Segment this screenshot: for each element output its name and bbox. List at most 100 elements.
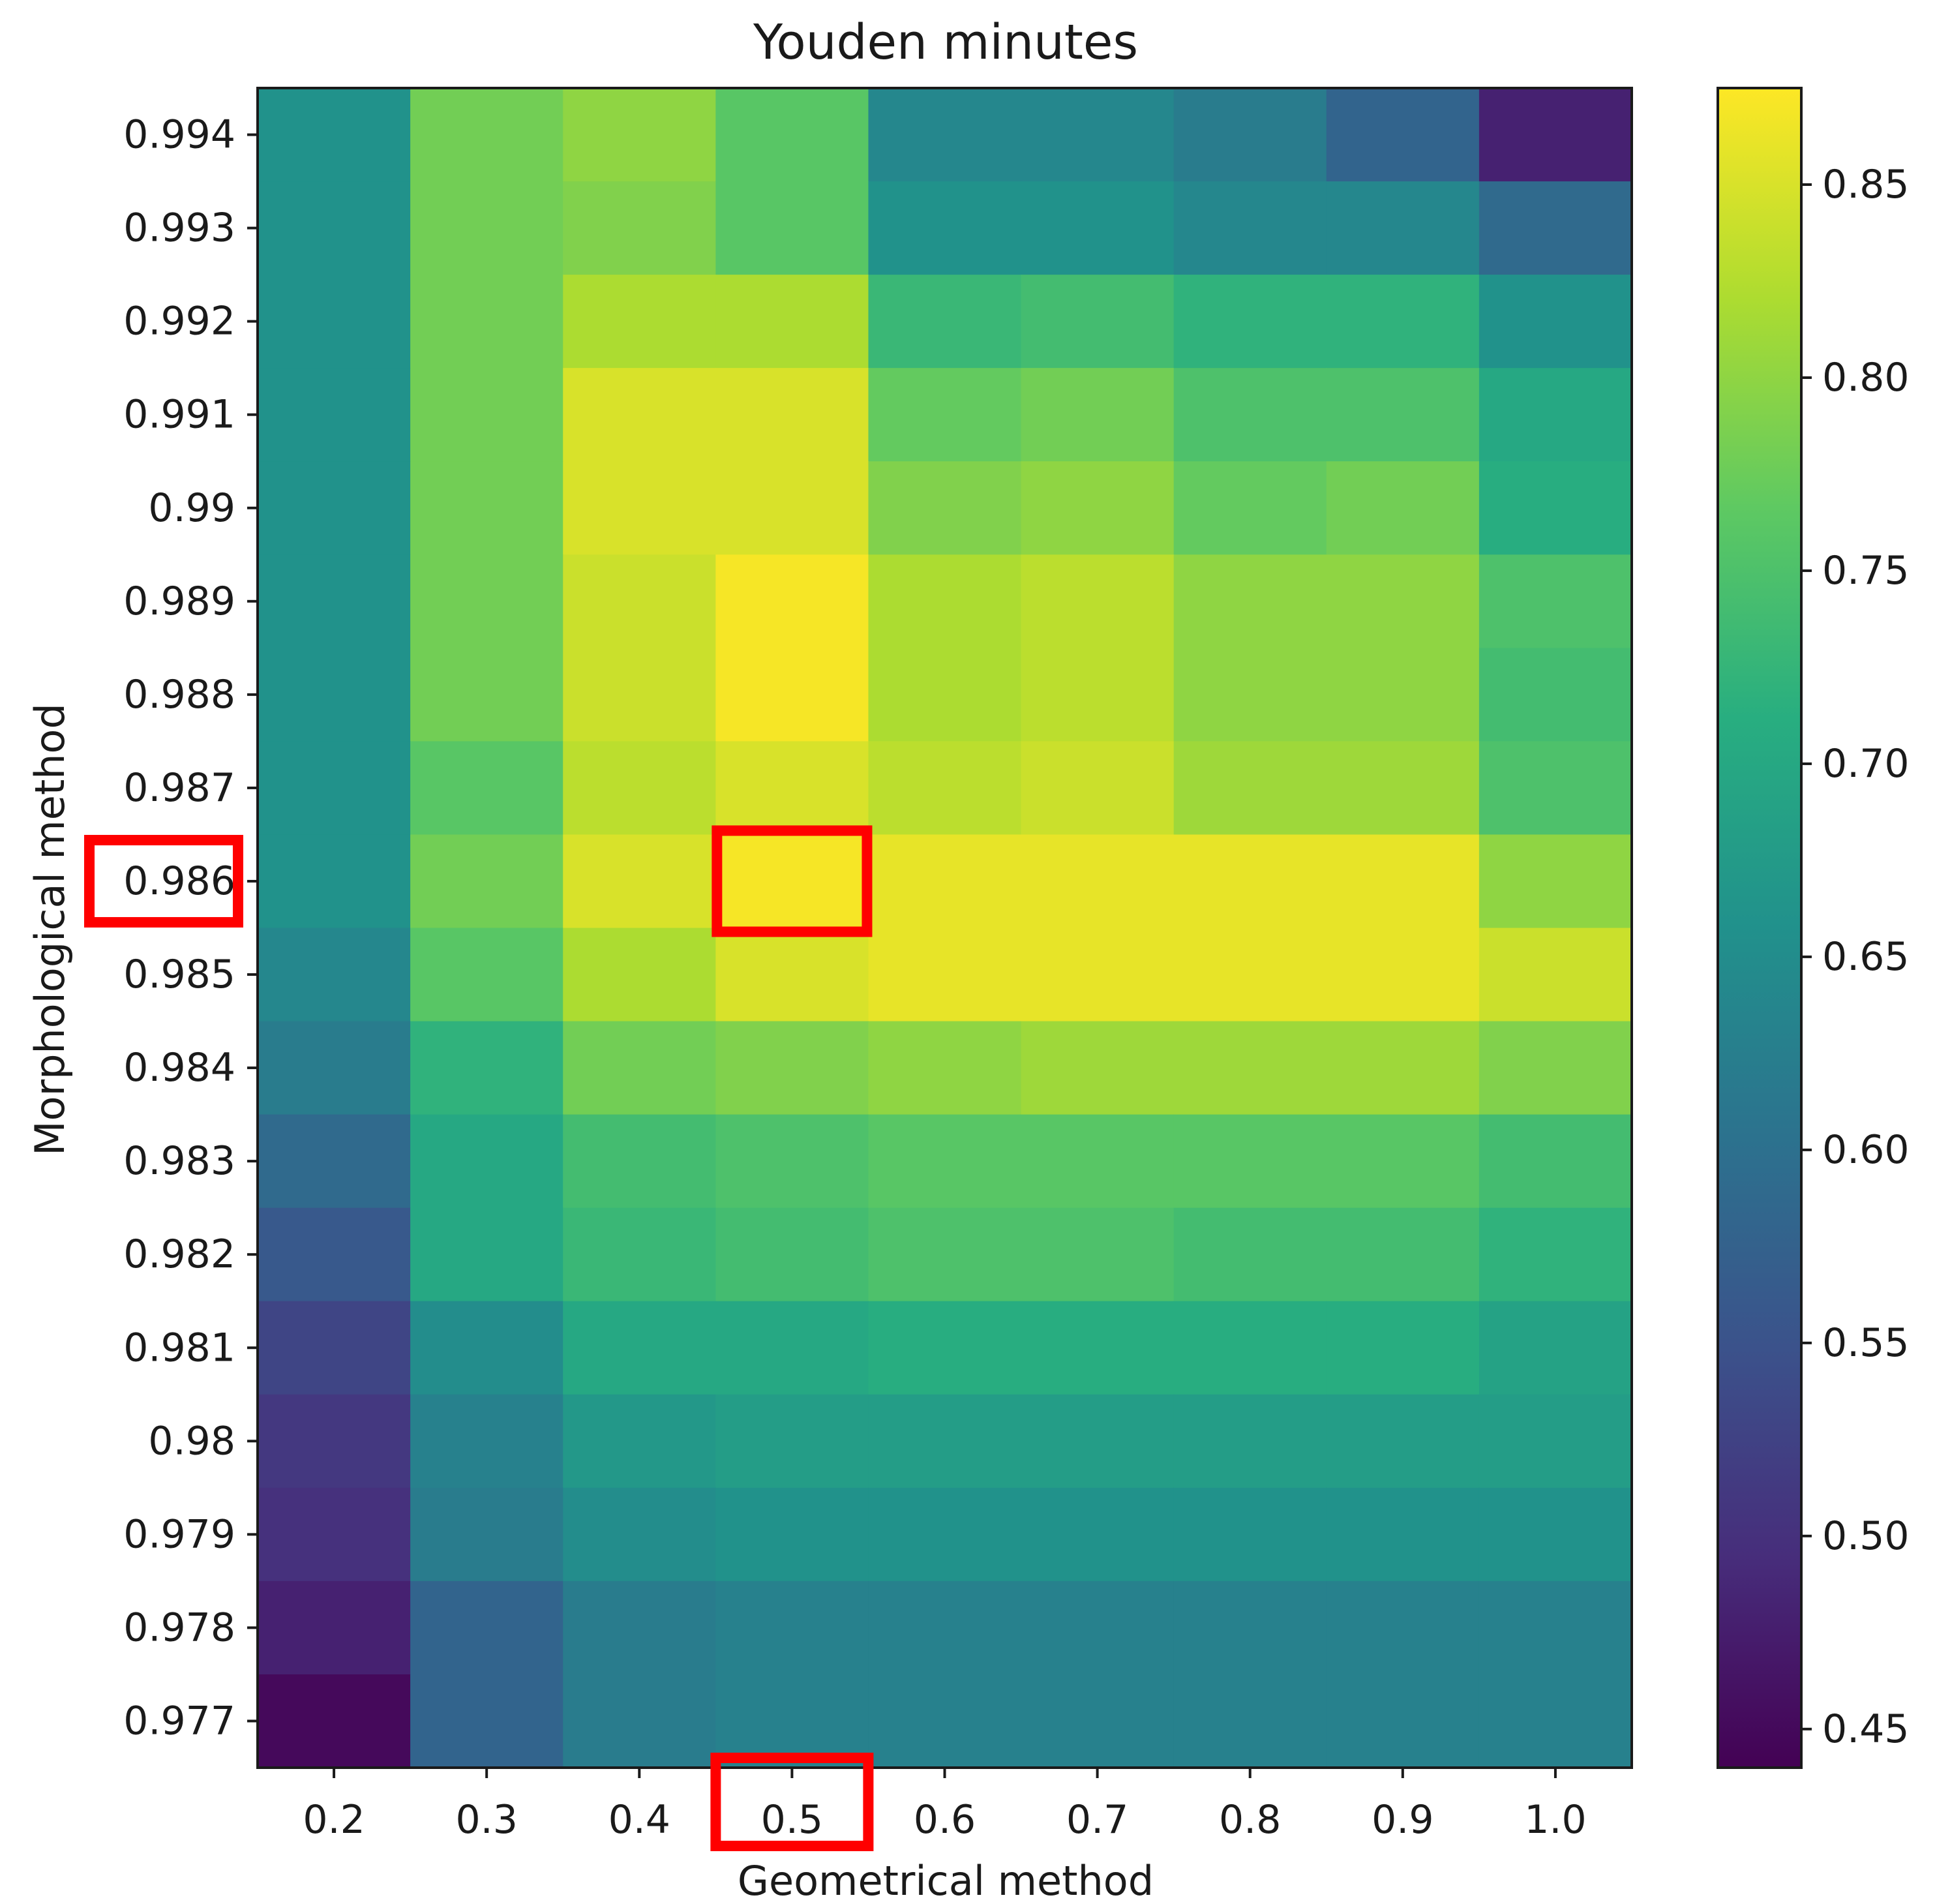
heatmap-cell [1173,554,1327,648]
heatmap-cell [715,88,869,182]
heatmap-cell [715,928,869,1022]
x-tick-label: 0.9 [1372,1797,1433,1843]
y-tick-label: 0.979 [123,1511,235,1557]
heatmap-cell [410,1580,563,1675]
heatmap-cell [715,648,869,742]
heatmap-cell [410,275,563,369]
heatmap-cell [1478,275,1632,369]
heatmap-cell [715,1580,869,1675]
heatmap-cell [868,1394,1022,1488]
heatmap-cell [410,88,563,182]
heatmap-cell [715,1487,869,1582]
x-axis-label: Geometrical method [738,1857,1154,1904]
heatmap-cell [563,554,716,648]
heatmap-cell [1173,648,1327,742]
heatmap-cell [868,928,1022,1022]
heatmap-cell [258,461,411,555]
heatmap-cell [1021,181,1175,275]
x-tick-label: 0.6 [914,1797,976,1843]
heatmap-cell [1326,1487,1480,1582]
heatmap-cell [1021,1021,1175,1115]
heatmap-cell [563,1674,716,1768]
heatmap-cell [1478,461,1632,555]
heatmap-cell [1173,741,1327,836]
heatmap-cell [1478,1114,1632,1209]
heatmap-cell [868,275,1022,369]
y-tick-label: 0.987 [123,765,235,811]
heatmap-cell [1021,741,1175,836]
y-tick-label: 0.985 [123,952,235,997]
heatmap-cell [868,461,1022,555]
heatmap-cell [1478,368,1632,462]
heatmap-cell [715,275,869,369]
heatmap-cell [258,1394,411,1488]
highlight-cell-box [712,825,873,937]
heatmap-cell [715,1394,869,1488]
heatmap-cell [1173,1207,1327,1302]
heatmap-cell [563,648,716,742]
x-tick-label: 1.0 [1524,1797,1586,1843]
heatmap-cell [563,275,716,369]
heatmap-cell [1478,88,1632,182]
highlight-y-tick-box [84,834,243,928]
heatmap-cell [1021,1114,1175,1209]
heatmap-cell [1326,181,1480,275]
x-tick-label: 0.2 [303,1797,365,1843]
heatmap-cell [1021,368,1175,462]
heatmap-cell [868,1487,1022,1582]
y-tick-label: 0.98 [148,1418,235,1464]
heatmap-cell [715,1207,869,1302]
heatmap-cell [1021,1580,1175,1675]
heatmap-cell [1021,275,1175,369]
heatmap-cell [410,1674,563,1768]
y-tick-label: 0.977 [123,1698,235,1744]
heatmap-cell [410,1114,563,1209]
heatmap-cell [715,368,869,462]
heatmap-cell [1478,1580,1632,1675]
heatmap-cell [258,648,411,742]
heatmap-cell [410,181,563,275]
heatmap-cell [1173,834,1327,929]
heatmap-cell [868,181,1022,275]
heatmap-cell [1326,88,1480,182]
y-axis-ticks: 0.994 0.993 0.992 0.991 0.99 0.989 0.988 0.987 0… [123,112,258,1744]
heatmap-cell [563,88,716,182]
highlight-x-tick-box [710,1753,874,1851]
heatmap-cell [1478,648,1632,742]
heatmap-cell [1326,461,1480,555]
y-tick-label: 0.978 [123,1605,235,1650]
colorbar-tick-label: 0.80 [1822,355,1910,400]
heatmap-cell [410,368,563,462]
heatmap-cell [410,1487,563,1582]
heatmap-cell [1173,275,1327,369]
heatmap-cell [1021,1207,1175,1302]
heatmap-cell [715,1114,869,1209]
heatmap-cell [563,1021,716,1115]
heatmap-cell [1326,1207,1480,1302]
heatmap-cell [1326,1394,1480,1488]
heatmap-cell [868,88,1022,182]
heatmap-cell [563,1301,716,1395]
heatmap-cell [1326,275,1480,369]
colorbar [1717,87,1803,1769]
heatmap-cell [410,1301,563,1395]
heatmap-cell [258,368,411,462]
heatmap-cell [1021,1674,1175,1768]
heatmap-cell [715,1301,869,1395]
heatmap-cell [410,928,563,1022]
heatmap-cell [410,554,563,648]
heatmap-cell [868,648,1022,742]
heatmap-cell [258,1674,411,1768]
heatmap-cell [258,275,411,369]
heatmap-cell [1326,1301,1480,1395]
heatmap-cell [1173,1580,1327,1675]
heatmap-cell [258,554,411,648]
heatmap-cell [868,1674,1022,1768]
heatmap-cell [1326,1580,1480,1675]
heatmap-cell [1478,834,1632,929]
heatmap-cell [258,1580,411,1675]
heatmap-cells [258,88,1632,1768]
heatmap-cell [410,461,563,555]
heatmap-cell [868,1301,1022,1395]
